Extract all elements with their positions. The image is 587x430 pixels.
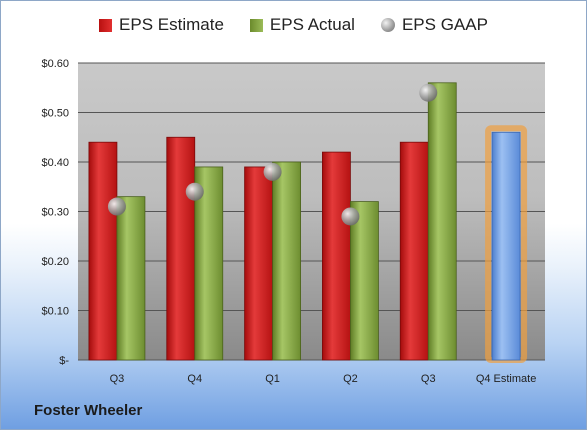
legend-item-gaap: EPS GAAP (380, 15, 488, 35)
y-tick-label: $0.60 (41, 58, 69, 70)
dot-eps-gaap (341, 207, 360, 226)
dot-eps-gaap (107, 197, 126, 216)
legend-label-gaap: EPS GAAP (401, 15, 488, 34)
bar-eps-actual (272, 161, 301, 361)
x-tick-label: Q3 (110, 373, 125, 385)
bar-eps-estimate (322, 151, 351, 361)
bar-eps-actual (350, 201, 379, 361)
bar-eps-actual (116, 196, 146, 361)
legend-label-actual: EPS Actual (269, 15, 355, 34)
legend-item-actual: EPS Actual (249, 15, 355, 35)
bar-eps-estimate (244, 166, 273, 361)
y-tick-label: $0.50 (41, 108, 69, 120)
x-tick-label: Q1 (265, 373, 280, 385)
y-tick-label: $0.40 (41, 157, 69, 169)
dot-eps-gaap (419, 83, 438, 102)
y-tick-label: $0.20 (41, 256, 69, 268)
x-tick-label: Q3 (421, 373, 436, 385)
x-tick-label: Q4 (187, 373, 202, 385)
x-tick-label: Q4 Estimate (476, 373, 537, 385)
legend-swatch-actual (249, 18, 263, 32)
legend-swatch-estimate (99, 18, 113, 32)
legend-label-estimate: EPS Estimate (119, 15, 224, 34)
y-tick-label: $0.10 (41, 306, 69, 318)
bar-eps-estimate (88, 141, 118, 361)
legend-swatch-gaap (380, 18, 395, 32)
bar-q4-estimate (491, 131, 521, 361)
company-name: Foster Wheeler (34, 402, 143, 419)
dot-eps-gaap (263, 162, 282, 181)
x-tick-label: Q2 (343, 373, 358, 385)
y-tick-label: $0.30 (41, 207, 69, 219)
y-tick-label: $- (59, 355, 69, 367)
bar-eps-estimate (166, 136, 196, 361)
dot-eps-gaap (185, 182, 204, 201)
bar-eps-actual (427, 82, 457, 361)
bar-eps-estimate (399, 141, 429, 361)
legend-item-estimate: EPS Estimate (99, 15, 224, 35)
chart-legend: EPS Estimate EPS Actual EPS GAAP (1, 15, 586, 35)
